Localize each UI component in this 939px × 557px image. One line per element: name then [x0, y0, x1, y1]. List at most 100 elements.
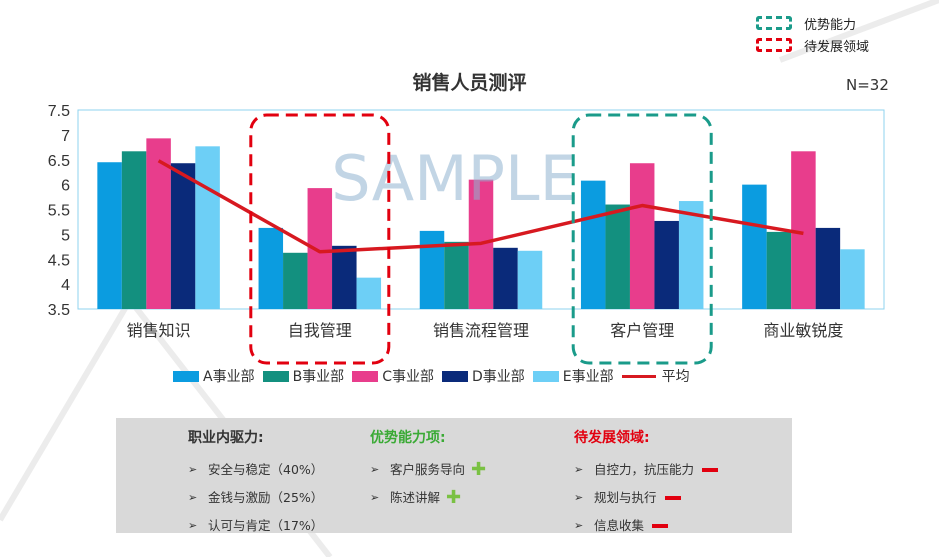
swatch-icon: [441, 370, 468, 382]
item-text: 认可与肯定（17%）: [208, 518, 324, 533]
y-tick-label: 7: [61, 128, 70, 145]
teal-dashed-box-icon: [756, 16, 792, 30]
arrow-bullet-icon: ➢: [188, 491, 198, 504]
series-legend: A事业部 B事业部 C事业部 D事业部 E事业部 平均: [173, 366, 698, 386]
arrow-bullet-icon: ➢: [574, 463, 584, 476]
highlight-box: [249, 113, 391, 365]
legend-series-a: A事业部: [173, 366, 255, 386]
plus-icon: ✚: [471, 459, 487, 480]
x-tick-label: 销售流程管理: [433, 321, 529, 340]
y-tick-label: 7.5: [48, 103, 70, 120]
list-item: ➢ 客户服务导向 ✚: [370, 456, 486, 484]
legend-series-b: B事业部: [262, 366, 344, 386]
bar: [629, 163, 655, 309]
bar: [444, 241, 469, 309]
sample-size-label: N=32: [846, 76, 889, 94]
y-tick-label: 5: [61, 227, 70, 244]
minus-icon: [652, 524, 669, 528]
y-tick-label: 6.5: [48, 153, 70, 170]
watermark-stroke: [778, 0, 939, 63]
bar: [419, 230, 445, 309]
item-text: 信息收集: [594, 518, 645, 533]
x-tick-label: 自我管理: [288, 321, 352, 340]
arrow-bullet-icon: ➢: [370, 463, 380, 476]
legend-strength: 优势能力: [756, 12, 869, 34]
strengths-column: 优势能力项: ➢ 客户服务导向 ✚ ➢ 陈述讲解 ✚: [370, 428, 486, 512]
swatch-icon: [352, 370, 379, 382]
bar: [766, 231, 792, 309]
red-dashed-box-icon: [756, 38, 792, 52]
x-tick-label: 商业敏锐度: [763, 321, 843, 340]
y-tick-label: 6: [61, 178, 70, 195]
bar: [332, 245, 357, 309]
arrow-bullet-icon: ➢: [188, 463, 198, 476]
strengths-title: 优势能力项:: [370, 430, 446, 446]
legend-strength-label: 优势能力: [804, 17, 857, 33]
bar: [97, 162, 122, 309]
watermark-text: SAMPLE: [331, 142, 579, 215]
drivers-column: 职业内驱力: ➢ 安全与稳定（40%） ➢ 金钱与激励（25%） ➢ 认可与肯定（17…: [188, 428, 323, 540]
bar: [258, 227, 284, 309]
minus-icon: [664, 496, 681, 500]
x-tick-label: 客户管理: [610, 321, 674, 340]
legend-development-label: 待发展领域: [804, 39, 870, 55]
y-tick-label: 4.5: [48, 252, 70, 269]
legend-series-e: E事业部: [532, 366, 614, 386]
item-text: 客户服务导向: [390, 462, 466, 477]
legend-label: 平均: [661, 369, 690, 385]
item-text: 陈述讲解: [390, 490, 441, 505]
legend-label: E事业部: [562, 369, 614, 385]
y-tick-label: 3.5: [48, 302, 70, 319]
watermark-stroke: [0, 298, 133, 522]
item-text: 自控力，抗压能力: [594, 462, 695, 477]
bar: [580, 180, 606, 309]
bar: [170, 163, 196, 309]
bar: [605, 204, 630, 309]
bar: [840, 249, 865, 309]
minus-icon: [702, 468, 719, 472]
bar: [517, 250, 543, 309]
plus-icon: ✚: [446, 487, 462, 508]
list-item: ➢ 自控力，抗压能力: [574, 456, 719, 484]
arrow-bullet-icon: ➢: [574, 491, 584, 504]
bar: [493, 247, 518, 309]
legend-development: 待发展领域: [756, 34, 869, 56]
swatch-icon: [532, 370, 559, 382]
list-item: ➢ 信息收集: [574, 512, 718, 540]
arrow-bullet-icon: ➢: [574, 519, 584, 532]
development-column: 待发展领域: ➢ 自控力，抗压能力 ➢ 规划与执行 ➢ 信息收集: [574, 428, 719, 540]
list-item: ➢ 认可与肯定（17%）: [188, 512, 323, 540]
legend-series-c: C事业部: [352, 366, 434, 386]
chart-title: 销售人员测评: [412, 72, 527, 94]
list-item: ➢ 安全与稳定（40%）: [188, 456, 323, 484]
legend-label: C事业部: [382, 369, 434, 385]
legend-average: 平均: [621, 366, 690, 386]
list-item: ➢ 规划与执行: [574, 484, 718, 512]
bar: [195, 146, 220, 309]
arrow-bullet-icon: ➢: [188, 519, 198, 532]
highlight-legend: 优势能力 待发展领域: [756, 12, 869, 56]
highlight-box: [571, 113, 713, 365]
y-tick-label: 4: [61, 277, 70, 294]
drivers-title: 职业内驱力:: [188, 430, 264, 446]
bar: [654, 220, 679, 309]
list-item: ➢ 金钱与激励（25%）: [188, 484, 323, 512]
swatch-icon: [262, 370, 289, 382]
legend-label: A事业部: [203, 369, 255, 385]
legend-label: D事业部: [471, 369, 525, 385]
line-swatch-icon: [621, 374, 656, 378]
bar: [356, 277, 382, 309]
swatch-icon: [173, 370, 199, 382]
summary-panel: 职业内驱力: ➢ 安全与稳定（40%） ➢ 金钱与激励（25%） ➢ 认可与肯定（17…: [116, 418, 792, 533]
bar: [815, 227, 841, 309]
development-title: 待发展领域:: [574, 430, 650, 446]
item-text: 金钱与激励（25%）: [208, 490, 324, 505]
y-tick-label: 5.5: [48, 203, 70, 220]
bar: [678, 201, 704, 309]
bar: [283, 252, 308, 309]
item-text: 规划与执行: [594, 490, 657, 505]
x-tick-label: 销售知识: [127, 321, 191, 340]
arrow-bullet-icon: ➢: [370, 491, 380, 504]
average-line: [157, 159, 804, 254]
